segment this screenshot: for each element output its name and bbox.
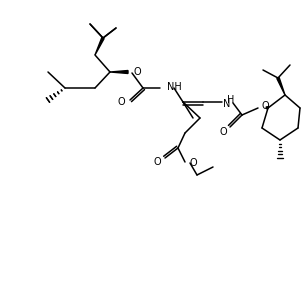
Polygon shape <box>110 70 128 73</box>
Text: H: H <box>227 95 234 105</box>
Text: O: O <box>189 158 197 168</box>
Text: O: O <box>153 157 161 167</box>
Polygon shape <box>95 37 104 55</box>
Polygon shape <box>266 107 269 109</box>
Text: O: O <box>133 67 141 77</box>
Text: N: N <box>223 99 230 109</box>
Text: O: O <box>219 127 227 137</box>
Text: O: O <box>262 101 270 111</box>
Polygon shape <box>277 77 285 95</box>
Text: NH: NH <box>167 82 182 92</box>
Text: O: O <box>117 97 125 107</box>
